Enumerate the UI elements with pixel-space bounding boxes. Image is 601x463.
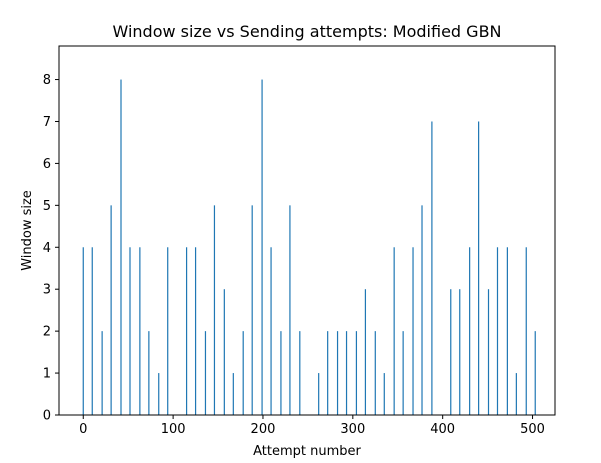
bar-mark bbox=[139, 247, 141, 415]
bar-mark bbox=[506, 247, 508, 415]
y-tick-label: 8 bbox=[43, 73, 51, 88]
bar-mark bbox=[242, 331, 244, 415]
bar-mark bbox=[280, 331, 282, 415]
bar-mark bbox=[213, 205, 216, 415]
bar-mark bbox=[261, 79, 263, 416]
y-tick-label: 1 bbox=[43, 367, 51, 382]
bar-mark bbox=[194, 247, 197, 415]
bar-mark bbox=[421, 205, 423, 415]
bar-mark bbox=[487, 289, 490, 415]
bars-layer bbox=[82, 79, 536, 416]
bar-mark bbox=[364, 289, 367, 415]
bar-mark bbox=[110, 205, 112, 415]
bar-mark bbox=[515, 373, 517, 415]
bar-mark bbox=[345, 331, 348, 415]
bar-mark bbox=[469, 247, 471, 415]
y-axis-title: Window size bbox=[20, 190, 35, 271]
bar-mark bbox=[525, 247, 527, 415]
y-tick-label: 4 bbox=[43, 241, 51, 256]
y-tick-label: 5 bbox=[43, 199, 51, 214]
x-tick-label: 0 bbox=[79, 422, 87, 437]
bar-mark bbox=[318, 373, 320, 415]
bar-mark bbox=[148, 331, 150, 415]
x-axis-title: Attempt number bbox=[253, 444, 361, 459]
bar-mark bbox=[534, 331, 536, 415]
bar-mark bbox=[82, 247, 84, 415]
bar-mark bbox=[355, 331, 358, 415]
x-tick-label: 500 bbox=[520, 422, 545, 437]
x-tick-label: 100 bbox=[161, 422, 186, 437]
bar-mark bbox=[232, 373, 234, 415]
bar-mark bbox=[289, 205, 291, 415]
bar-mark bbox=[185, 247, 188, 415]
bar-mark bbox=[120, 79, 122, 416]
bar-mark bbox=[251, 205, 253, 415]
bar-mark bbox=[412, 247, 414, 415]
x-tick-label: 300 bbox=[340, 422, 365, 437]
bar-mark bbox=[91, 247, 93, 415]
bar-mark bbox=[299, 331, 301, 415]
bar-mark bbox=[101, 331, 103, 415]
chart-title: Window size vs Sending attempts: Modifie… bbox=[112, 22, 501, 41]
bar-mark bbox=[496, 247, 499, 415]
y-tick-label: 3 bbox=[43, 283, 51, 298]
plot-frame bbox=[58, 45, 556, 416]
y-tick-label: 0 bbox=[43, 409, 51, 424]
x-axis-ticks: 0 100 200 300 400 500 bbox=[79, 415, 545, 437]
bar-mark bbox=[223, 289, 225, 415]
bar-mark bbox=[158, 373, 160, 415]
bar-mark bbox=[129, 247, 131, 415]
bar-mark bbox=[459, 289, 461, 415]
bar-mark bbox=[204, 331, 207, 415]
bar-mark bbox=[270, 247, 272, 415]
y-axis-ticks: 0 1 2 3 4 5 6 7 8 bbox=[43, 73, 59, 424]
bar-mark bbox=[402, 331, 404, 415]
bar-mark bbox=[374, 331, 376, 415]
x-tick-label: 200 bbox=[251, 422, 276, 437]
bar-mark bbox=[478, 121, 480, 415]
x-tick-label: 400 bbox=[430, 422, 455, 437]
y-tick-label: 6 bbox=[43, 157, 51, 172]
y-tick-label: 7 bbox=[43, 115, 51, 130]
bar-mark bbox=[393, 247, 395, 415]
bar-mark bbox=[431, 121, 433, 415]
bar-mark bbox=[167, 247, 169, 415]
bar-mark bbox=[450, 289, 452, 415]
bar-mark bbox=[383, 373, 385, 415]
bar-mark bbox=[336, 331, 339, 415]
bar-mark bbox=[327, 331, 329, 415]
y-tick-label: 2 bbox=[43, 325, 51, 340]
